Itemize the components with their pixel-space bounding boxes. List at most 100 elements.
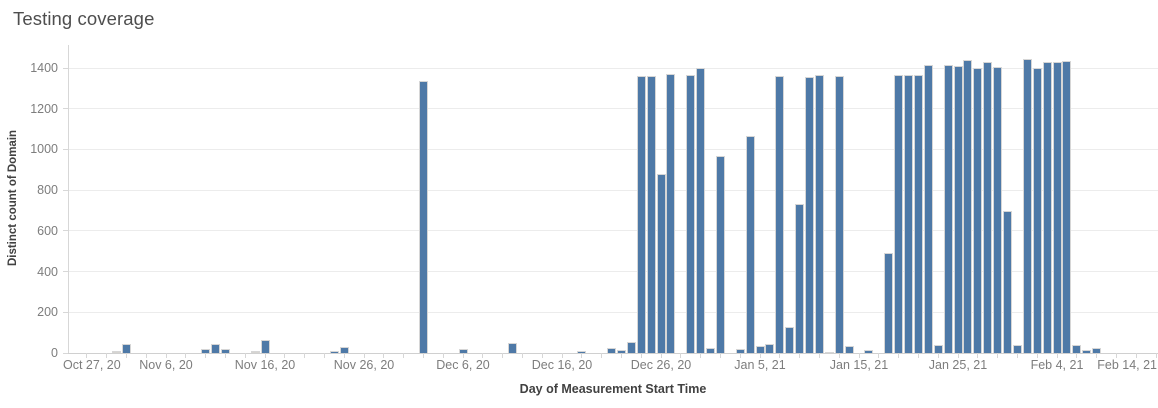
bar[interactable]	[864, 350, 874, 353]
x-tick-mark	[521, 353, 523, 358]
bar[interactable]	[894, 74, 904, 353]
y-tick-mark	[63, 148, 68, 150]
x-axis-line	[68, 353, 1158, 354]
x-tick-mark	[1016, 353, 1018, 358]
y-tick-label: 200	[37, 305, 58, 320]
x-tick-mark	[739, 353, 741, 358]
bar[interactable]	[577, 351, 587, 353]
bar[interactable]	[418, 81, 428, 353]
x-tick-mark	[125, 353, 127, 358]
bar[interactable]	[458, 348, 468, 353]
bar[interactable]	[121, 343, 131, 353]
x-tick-label: Nov 26, 20	[333, 358, 395, 372]
x-tick-mark	[323, 353, 325, 358]
bar[interactable]	[1082, 349, 1092, 353]
bar[interactable]	[1042, 62, 1052, 353]
bar[interactable]	[329, 350, 339, 353]
bar[interactable]	[755, 346, 765, 353]
bar[interactable]	[1072, 344, 1082, 353]
bar[interactable]	[913, 74, 923, 353]
bar[interactable]	[706, 347, 715, 353]
bar[interactable]	[923, 65, 933, 353]
bar[interactable]	[785, 327, 795, 353]
y-gridline	[68, 108, 1158, 110]
bar[interactable]	[973, 68, 983, 353]
x-tick-mark	[1076, 353, 1078, 358]
bar[interactable]	[1092, 347, 1102, 353]
bar[interactable]	[646, 76, 656, 353]
x-tick-mark	[145, 353, 147, 358]
bar[interactable]	[963, 60, 973, 353]
y-tick-mark	[63, 352, 68, 354]
y-tick-label: 800	[37, 183, 58, 198]
bar[interactable]	[795, 203, 805, 353]
y-tick-label: 0	[51, 346, 58, 360]
bar[interactable]	[805, 77, 814, 353]
bar[interactable]	[616, 349, 626, 353]
x-tick-label: Dec 16, 20	[531, 358, 593, 372]
x-tick-mark	[799, 353, 801, 358]
x-tick-mark	[1056, 353, 1058, 358]
bar[interactable]	[1052, 62, 1062, 353]
bar[interactable]	[844, 346, 854, 353]
bar[interactable]	[211, 344, 220, 353]
bar[interactable]	[607, 347, 616, 353]
x-tick-mark	[957, 353, 959, 358]
bar[interactable]	[735, 348, 745, 353]
bar[interactable]	[508, 343, 517, 353]
bar[interactable]	[983, 61, 993, 353]
bar[interactable]	[993, 66, 1003, 353]
bar[interactable]	[339, 346, 349, 353]
bar[interactable]	[1022, 59, 1032, 353]
x-tick-mark	[1036, 353, 1038, 358]
y-tick-label: 400	[37, 264, 58, 279]
bar[interactable]	[834, 75, 844, 353]
bar[interactable]	[715, 156, 725, 353]
y-gridline	[68, 230, 1158, 232]
y-gridline	[68, 67, 1158, 69]
bar[interactable]	[1062, 61, 1072, 353]
bar[interactable]	[656, 173, 666, 353]
x-tick-mark	[561, 353, 563, 358]
bar[interactable]	[250, 351, 260, 353]
x-tick-mark	[462, 353, 464, 358]
x-tick-mark	[917, 353, 919, 358]
bar[interactable]	[765, 343, 775, 353]
x-tick-mark	[719, 353, 721, 358]
bar[interactable]	[1003, 211, 1012, 353]
bar[interactable]	[775, 75, 785, 353]
x-tick-mark	[680, 353, 682, 358]
y-tick-mark	[63, 271, 68, 273]
bar[interactable]	[745, 136, 755, 353]
x-tick-mark	[898, 353, 900, 358]
bar[interactable]	[943, 65, 953, 353]
x-tick-mark	[224, 353, 226, 358]
bar[interactable]	[824, 351, 834, 353]
bar[interactable]	[953, 66, 963, 353]
x-tick-mark	[442, 353, 444, 358]
bar[interactable]	[696, 68, 706, 353]
x-tick-mark	[343, 353, 345, 358]
bar[interactable]	[201, 348, 211, 353]
x-tick-label: Jan 5, 21	[734, 358, 786, 372]
bar[interactable]	[112, 351, 121, 353]
bar[interactable]	[933, 344, 943, 353]
x-tick-mark	[838, 353, 840, 358]
bar[interactable]	[636, 76, 646, 353]
bar[interactable]	[1032, 68, 1042, 353]
bar[interactable]	[904, 74, 913, 353]
x-tick-label: Dec 6, 20	[436, 358, 490, 372]
bar[interactable]	[884, 253, 894, 353]
x-tick-mark	[86, 353, 88, 358]
bar[interactable]	[686, 74, 696, 353]
x-tick-label: Feb 14, 21	[1097, 358, 1157, 372]
bar[interactable]	[814, 75, 824, 353]
bar[interactable]	[260, 340, 270, 353]
x-tick-mark	[106, 353, 108, 358]
bar[interactable]	[1012, 344, 1022, 353]
bar[interactable]	[220, 348, 230, 353]
bar[interactable]	[666, 74, 676, 353]
x-tick-mark	[185, 353, 187, 358]
bar[interactable]	[626, 341, 636, 353]
